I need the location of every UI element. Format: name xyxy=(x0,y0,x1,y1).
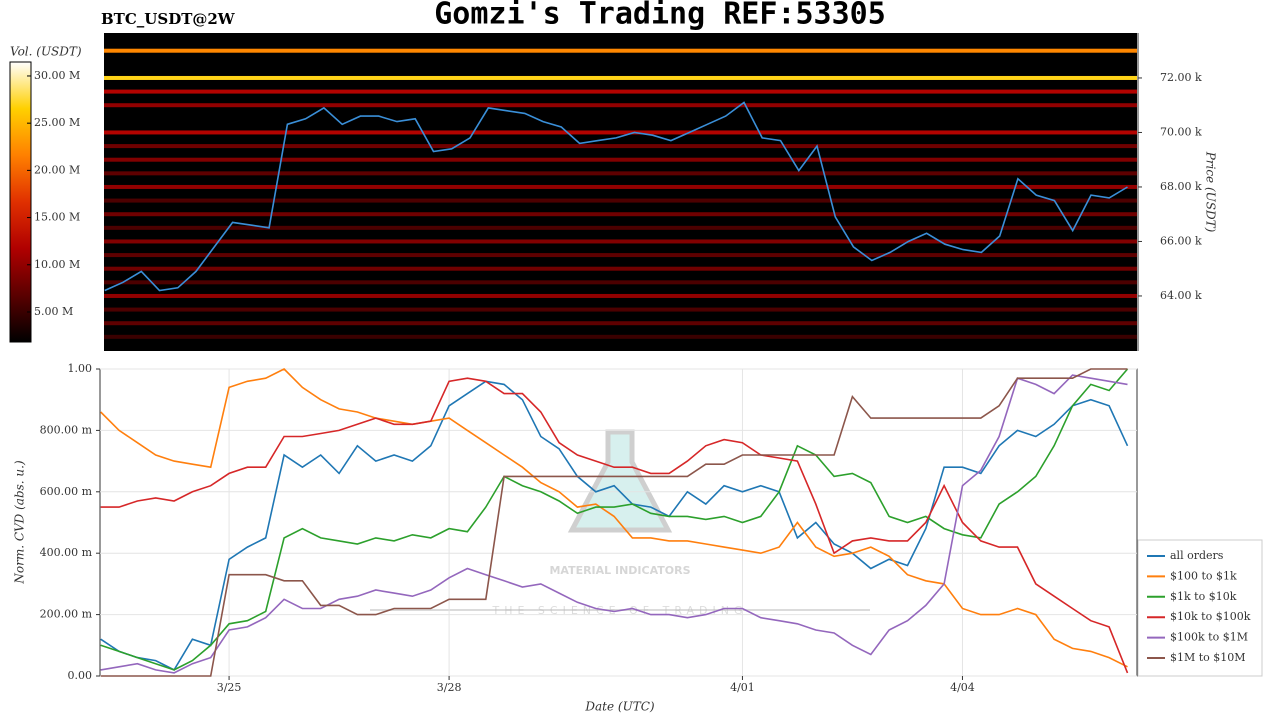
y-tick-label: 200.00 m xyxy=(40,608,93,621)
colorbar-tick-label: 5.00 M xyxy=(34,305,73,318)
heatmap-band xyxy=(104,239,1137,244)
heatmap-band xyxy=(104,321,1137,326)
heatmap-band xyxy=(104,89,1137,94)
y-tick-label: 64.00 k xyxy=(1160,289,1202,302)
heatmap-band xyxy=(104,198,1137,203)
y-tick-label: 70.00 k xyxy=(1160,125,1202,138)
y-tick-label: 600.00 m xyxy=(40,485,93,498)
y-axis-label: Price (USDT) xyxy=(1204,151,1218,233)
watermark: MATERIAL INDICATORS xyxy=(549,564,690,577)
colorbar-tick-label: 15.00 M xyxy=(34,211,80,224)
heatmap-band xyxy=(104,293,1137,298)
y-axis-label: Norm. CVD (abs. u.) xyxy=(13,460,27,585)
colorbar-tick-label: 25.00 M xyxy=(34,116,80,129)
page-title: Gomzi's Trading REF:53305 xyxy=(434,0,886,32)
heatmap-band xyxy=(104,171,1137,176)
heatmap-band xyxy=(104,144,1137,149)
colorbar-label: Vol. (USDT) xyxy=(10,45,82,59)
series-line xyxy=(100,377,1129,674)
y-tick-label: 1.00 xyxy=(68,362,93,375)
heatmap-band xyxy=(104,225,1137,230)
legend-label: $100k to $1M xyxy=(1170,631,1248,644)
x-tick-label: 4/01 xyxy=(730,681,755,694)
heatmap-background xyxy=(104,33,1137,351)
legend-label: $1M to $10M xyxy=(1170,651,1246,664)
x-tick-label: 3/25 xyxy=(217,681,242,694)
heatmap-band xyxy=(104,212,1137,217)
y-tick-label: 0.00 xyxy=(68,669,93,682)
legend xyxy=(1137,539,1263,677)
legend-label: $10k to $100k xyxy=(1170,610,1251,623)
heatmap-band xyxy=(104,307,1137,312)
legend-label: all orders xyxy=(1170,549,1224,562)
y-tick-label: 66.00 k xyxy=(1160,234,1202,247)
series-line xyxy=(100,368,1128,668)
heatmap-band xyxy=(104,103,1137,108)
series-line xyxy=(100,368,1128,677)
x-tick-label: 4/04 xyxy=(950,681,975,694)
heatmap-band xyxy=(104,130,1137,135)
y-tick-label: 68.00 k xyxy=(1160,180,1202,193)
colorbar-tick-label: 30.00 M xyxy=(34,69,80,82)
heatmap-band xyxy=(104,48,1137,53)
heatmap-band xyxy=(104,266,1137,271)
colorbar-tick-label: 20.00 M xyxy=(34,163,80,176)
heatmap-band xyxy=(104,253,1137,258)
colorbar xyxy=(9,61,32,343)
legend-label: $100 to $1k xyxy=(1170,569,1237,582)
series-line xyxy=(100,374,1128,674)
legend-label: $1k to $10k xyxy=(1170,590,1237,603)
heatmap-band xyxy=(104,157,1137,162)
heatmap-band xyxy=(104,280,1137,285)
x-tick-label: 3/28 xyxy=(437,681,462,694)
colorbar-tick-label: 10.00 M xyxy=(34,258,80,271)
y-tick-label: 72.00 k xyxy=(1160,71,1202,84)
y-tick-label: 800.00 m xyxy=(40,423,93,436)
heatmap-band xyxy=(104,75,1137,80)
series-line xyxy=(100,380,1129,671)
y-tick-label: 400.00 m xyxy=(40,546,93,559)
x-axis-label: Date (UTC) xyxy=(584,700,654,714)
heatmap-band xyxy=(104,184,1137,189)
series-line xyxy=(100,368,1129,671)
heatmap-band xyxy=(104,334,1137,339)
symbol: BTC_USDT@2W xyxy=(101,10,236,28)
price-line xyxy=(104,101,1128,292)
